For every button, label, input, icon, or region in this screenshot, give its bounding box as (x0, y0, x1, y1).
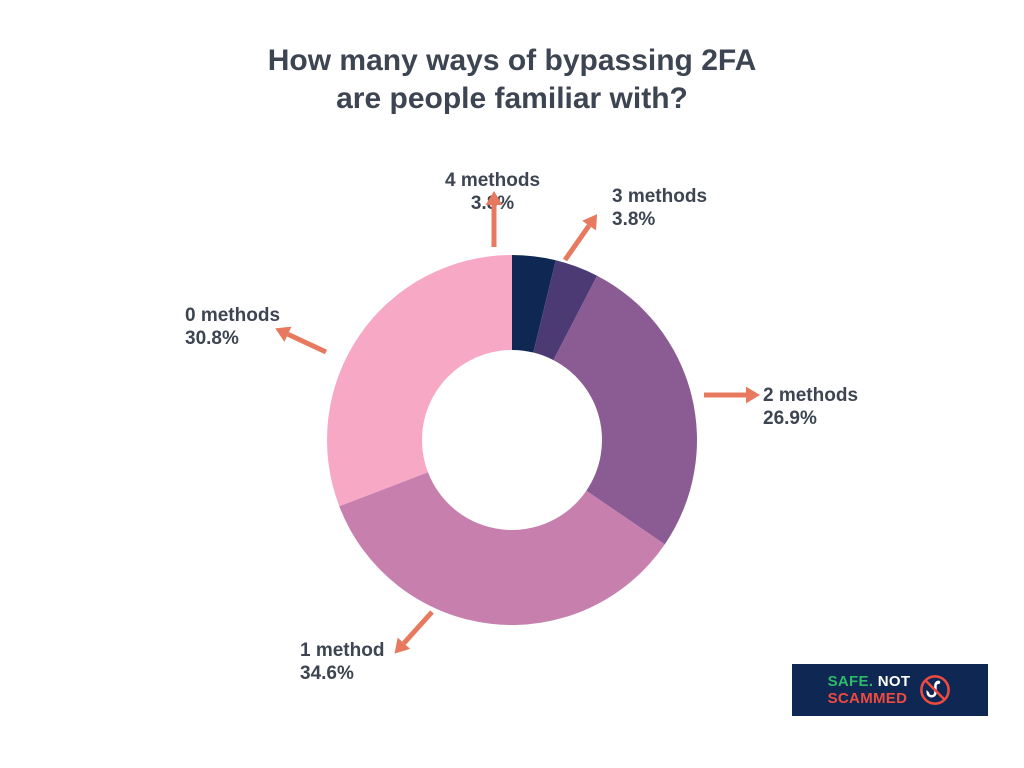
callout-arrow-icon (368, 548, 496, 676)
slice-label: 2 methods26.9% (763, 385, 858, 431)
badge-scammed: SCAMMED (828, 690, 911, 707)
safe-not-scammed-badge: SAFE. NOT SCAMMED (792, 664, 988, 716)
badge-text: SAFE. NOT SCAMMED (828, 673, 911, 707)
slice-label-pct: 26.9% (763, 408, 858, 431)
donut-chart (0, 0, 1024, 768)
badge-safe: SAFE. (828, 673, 874, 690)
badge-not: NOT (878, 673, 911, 690)
slice-label-name: 2 methods (763, 385, 858, 408)
callout-arrow-icon (640, 331, 768, 459)
callout-arrow-icon (262, 288, 390, 416)
callout-arrow-icon (501, 196, 629, 324)
no-phishing-icon (918, 673, 952, 707)
